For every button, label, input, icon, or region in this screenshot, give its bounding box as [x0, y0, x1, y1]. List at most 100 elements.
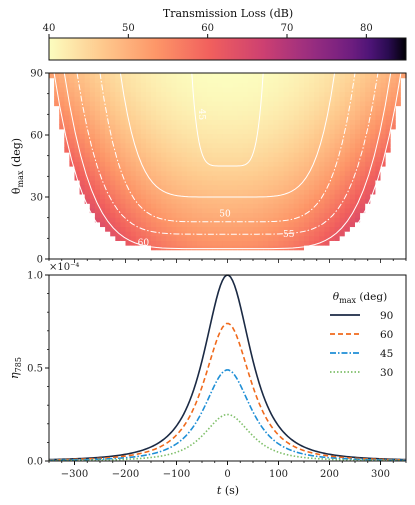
heatmap-cell [166, 184, 172, 190]
heatmap-cell [339, 221, 346, 228]
heatmap-cell [227, 212, 234, 218]
heatmap-cell [273, 207, 280, 214]
heatmap-cell [319, 82, 325, 88]
heatmap-cell [125, 138, 132, 144]
heatmap-cell [237, 114, 244, 121]
heatmap-cell [227, 114, 234, 121]
heatmap-cell [202, 170, 208, 176]
heatmap-cell [74, 203, 81, 209]
heatmap-cell [237, 207, 244, 214]
heatmap-cell [385, 142, 392, 148]
heatmap-cell [309, 119, 315, 125]
heatmap-cell [278, 179, 285, 186]
heatmap-cell [186, 124, 193, 130]
heatmap-cell [247, 124, 254, 130]
heatmap-cell [324, 100, 331, 107]
heatmap-cell [181, 245, 188, 251]
heatmap-cell [222, 156, 229, 162]
heatmap-cell [242, 77, 249, 83]
heatmap-cell [207, 184, 213, 190]
heatmap-cell [212, 175, 218, 181]
heatmap-cell [314, 147, 320, 153]
heatmap-cell [186, 175, 193, 181]
heatmap-cell [365, 184, 371, 190]
heatmap-cell [69, 86, 76, 93]
heatmap-cell [64, 114, 70, 121]
heatmap-cell [344, 73, 351, 79]
heatmap-cell [380, 105, 387, 111]
heatmap-cell [145, 86, 152, 93]
heatmap-cell [100, 226, 106, 232]
heatmap-cell [54, 212, 60, 218]
heatmap-cell [395, 100, 402, 107]
heatmap-cell [334, 73, 341, 79]
heatmap-cell [253, 166, 259, 172]
heatmap-cell [344, 105, 351, 111]
heatmap-cell [161, 138, 167, 144]
heatmap-cell [288, 198, 295, 204]
heatmap-cell [268, 184, 274, 190]
heatmap-cell [217, 142, 223, 148]
heatmap-cell [161, 119, 167, 125]
heatmap-cell [334, 161, 341, 167]
heatmap-cell [181, 231, 188, 237]
heatmap-cell [69, 170, 76, 176]
heatmap-cell [74, 100, 81, 107]
heatmap-cell [156, 240, 162, 246]
heatmap-cell [69, 133, 76, 139]
heatmap-cell [191, 231, 198, 237]
heatmap-cell [115, 100, 121, 107]
heatmap-cell [355, 235, 361, 241]
heatmap-cell [191, 221, 198, 228]
heatmap-cell [100, 212, 106, 218]
heatmap-cell [145, 73, 152, 79]
heatmap-cell [360, 249, 366, 255]
heatmap-cell [390, 240, 397, 246]
heatmap-cell [380, 152, 387, 158]
heatmap-cell [74, 245, 81, 251]
heatmap-cell [115, 170, 121, 176]
colorbar-tick-label: 80 [360, 23, 373, 34]
heatmap-cell [49, 100, 55, 107]
heatmap-cell [334, 212, 341, 218]
heatmap-cell [360, 203, 366, 209]
heatmap-cell [89, 221, 96, 228]
heatmap-cell [319, 240, 325, 246]
heatmap-cell [329, 91, 336, 97]
heatmap-cell [130, 198, 137, 204]
heatmap-cell [59, 119, 65, 125]
heatmap-cell [171, 119, 178, 125]
heatmap-cell [349, 133, 356, 139]
heatmap-cell [79, 245, 86, 251]
heatmap-cell [125, 240, 132, 246]
heatmap-cell [74, 189, 81, 195]
heatmap-cell [400, 156, 407, 162]
heatmap-cell [130, 133, 137, 139]
heatmap-cell [79, 147, 86, 153]
heatmap-cell [390, 170, 397, 176]
heatmap-cell [400, 198, 407, 204]
heatmap-cell [222, 86, 229, 93]
heatmap-cell [54, 147, 60, 153]
heatmap-cell [176, 235, 183, 241]
heatmap-cell [100, 124, 106, 130]
heatmap-cell [69, 73, 76, 79]
heatmap-cell [304, 166, 310, 172]
heatmap-cell [258, 221, 264, 228]
heatmap-cell [166, 235, 172, 241]
heatmap-cell [319, 91, 325, 97]
heatmap-cell [283, 100, 290, 107]
heatmap-cell [196, 114, 203, 121]
heatmap-cell [140, 77, 147, 83]
heatmap-cell [365, 170, 371, 176]
heatmap-cell [247, 161, 254, 167]
heatmap-cell [253, 203, 259, 209]
heatmap-cell [400, 128, 407, 135]
heatmap-cell [196, 226, 203, 232]
heatmap-cell [349, 175, 356, 181]
heatmap-cell [59, 175, 65, 181]
heatmap-cell [64, 100, 70, 107]
heatmap-cell [237, 231, 244, 237]
heatmap-cell [84, 142, 91, 148]
heatmap-cell [360, 175, 366, 181]
